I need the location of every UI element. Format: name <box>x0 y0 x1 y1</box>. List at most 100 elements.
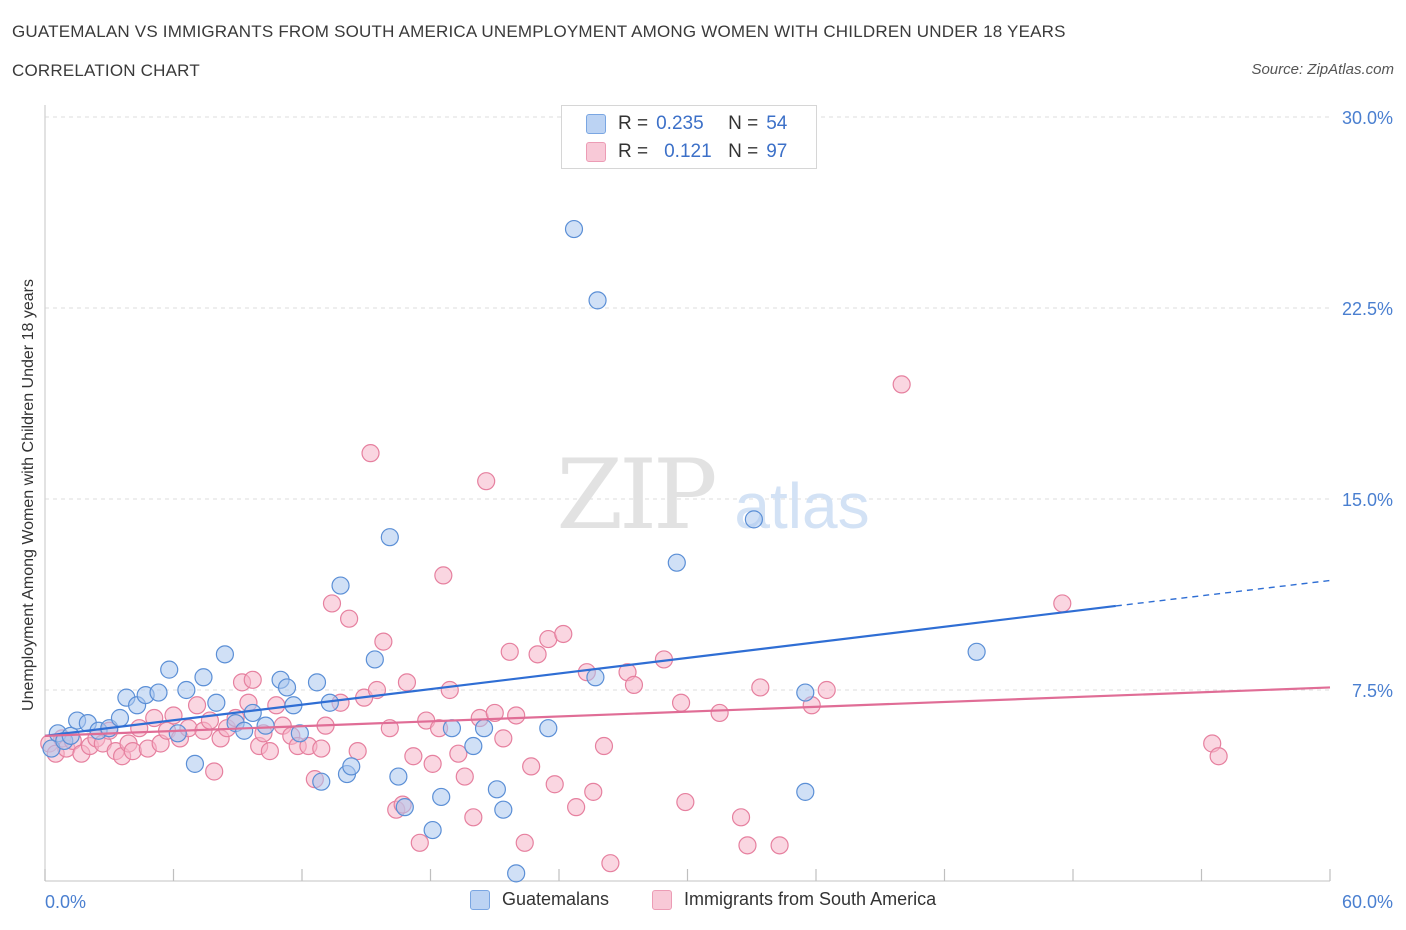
r-label: R = <box>618 141 649 162</box>
data-point-guatemalans <box>160 660 179 679</box>
data-point-immigrants <box>361 444 380 463</box>
data-point-immigrants <box>738 836 757 855</box>
legend-item-guatemalans: Guatemalans <box>470 889 609 910</box>
data-point-immigrants <box>500 642 519 661</box>
data-point-immigrants <box>1209 747 1228 766</box>
x-tick-label: 60.0% <box>1342 892 1393 912</box>
data-point-immigrants <box>528 645 547 664</box>
data-point-guatemalans <box>207 693 226 712</box>
data-point-immigrants <box>423 754 442 773</box>
data-point-immigrants <box>671 693 691 712</box>
data-point-guatemalans <box>380 528 399 547</box>
data-point-immigrants <box>340 609 359 628</box>
data-point-guatemalans <box>185 754 205 773</box>
data-point-guatemalans <box>243 703 262 723</box>
r-value: 0.235 <box>656 113 704 134</box>
data-point-immigrants <box>545 775 564 794</box>
data-point-guatemalans <box>442 719 462 738</box>
data-point-immigrants <box>1053 594 1072 613</box>
data-point-immigrants <box>731 808 751 827</box>
data-point-immigrants <box>322 594 342 613</box>
data-point-guatemalans <box>168 724 187 743</box>
data-point-immigrants <box>123 742 142 761</box>
data-point-immigrants <box>464 808 483 827</box>
chart-title: GUATEMALAN VS IMMIGRANTS FROM SOUTH AMER… <box>12 22 1066 41</box>
data-point-immigrants <box>243 670 262 689</box>
r-label: R = <box>618 113 649 134</box>
correlation-legend: R = 0.235 N = 54 R = 0.121 N = 97 <box>561 105 817 169</box>
data-point-immigrants <box>404 747 423 766</box>
trend-line-guatemalans-extension <box>1115 579 1331 607</box>
data-point-immigrants <box>348 742 367 761</box>
y-tick-label: 7.5% <box>1352 681 1393 701</box>
data-point-guatemalans <box>667 553 686 572</box>
data-point-immigrants <box>554 624 573 644</box>
legend-row-immigrants: R = 0.121 N = 97 <box>586 140 787 164</box>
data-point-immigrants <box>522 757 541 776</box>
data-point-immigrants <box>187 696 207 715</box>
data-point-immigrants <box>397 673 417 692</box>
tick-labels: 7.5% 15.0% 22.5% 30.0% 0.0% 60.0% <box>45 108 1393 912</box>
data-point-guatemalans <box>432 787 451 807</box>
data-point-guatemalans <box>110 708 130 728</box>
data-point-immigrants <box>374 632 393 651</box>
data-point-immigrants <box>515 833 534 852</box>
data-point-guatemalans <box>474 719 494 738</box>
data-point-guatemalans <box>588 291 607 310</box>
data-point-immigrants <box>130 719 149 738</box>
data-point-guatemalans <box>365 650 384 669</box>
blue-series-points <box>42 219 986 883</box>
n-label: N = <box>728 113 759 134</box>
data-point-immigrants <box>267 696 286 715</box>
data-point-guatemalans <box>149 683 168 702</box>
data-point-guatemalans <box>796 683 815 702</box>
gridlines <box>45 116 1330 691</box>
data-point-immigrants <box>751 678 770 697</box>
data-point-guatemalans <box>312 772 331 791</box>
data-point-guatemalans <box>290 724 309 743</box>
legend-label-guatemalans: Guatemalans <box>502 889 610 909</box>
source-label: Source: ZipAtlas.com <box>1251 61 1394 78</box>
data-point-guatemalans <box>967 642 986 661</box>
data-point-guatemalans <box>744 510 763 529</box>
data-point-immigrants <box>601 854 620 873</box>
y-tick-label: 15.0% <box>1342 490 1393 510</box>
data-point-guatemalans <box>389 767 408 786</box>
data-point-guatemalans <box>277 678 297 697</box>
n-value: 54 <box>766 113 788 134</box>
legend-row-guatemalans: R = 0.235 N = 54 <box>586 112 787 136</box>
data-point-guatemalans <box>331 576 350 595</box>
n-label: N = <box>728 141 759 162</box>
data-point-immigrants <box>494 729 513 748</box>
data-point-guatemalans <box>507 864 526 883</box>
trend-line-guatemalans <box>44 604 1116 737</box>
data-point-immigrants <box>594 736 614 756</box>
data-point-guatemalans <box>215 645 234 664</box>
data-point-guatemalans <box>342 757 361 776</box>
data-point-immigrants <box>449 744 468 763</box>
data-point-immigrants <box>567 798 586 817</box>
data-point-immigrants <box>892 375 911 394</box>
data-point-immigrants <box>817 680 836 700</box>
data-point-guatemalans <box>464 736 483 756</box>
series-legend: Guatemalans Immigrants from South Americ… <box>0 889 1406 915</box>
trend-lines <box>44 579 1331 737</box>
data-point-immigrants <box>507 706 526 725</box>
data-point-immigrants <box>410 833 429 852</box>
data-point-immigrants <box>584 782 603 801</box>
watermark-zip: ZIP <box>556 439 715 551</box>
data-point-immigrants <box>624 675 644 695</box>
data-point-immigrants <box>260 742 279 761</box>
data-point-immigrants <box>312 739 331 758</box>
data-point-guatemalans <box>307 673 327 692</box>
x-tick-label: 0.0% <box>45 892 86 912</box>
data-point-immigrants <box>434 566 453 585</box>
data-point-immigrants <box>440 680 459 700</box>
legend-swatch-pink <box>652 889 672 910</box>
trend-line-immigrants <box>44 686 1331 737</box>
y-tick-label: 22.5% <box>1342 299 1393 319</box>
data-point-guatemalans <box>177 680 196 700</box>
data-point-guatemalans <box>487 780 506 799</box>
legend-swatch-pink <box>586 142 606 162</box>
data-point-guatemalans <box>586 668 605 687</box>
